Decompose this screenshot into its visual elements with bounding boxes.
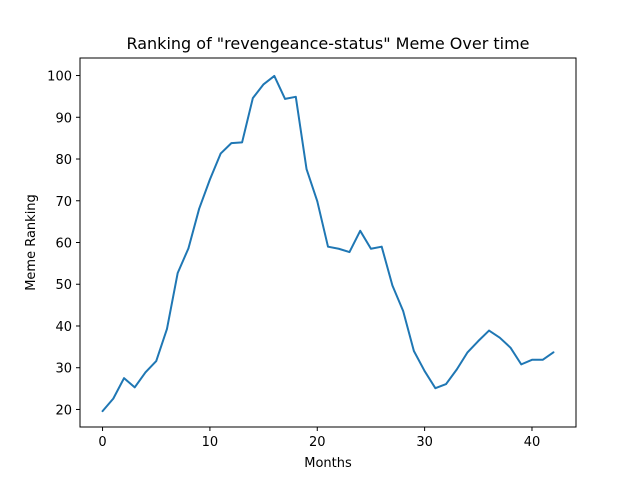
x-axis: 0 10 20 30 40	[98, 427, 540, 450]
data-point	[273, 75, 276, 77]
y-tick-label: 40	[55, 320, 72, 335]
data-point	[509, 346, 512, 349]
data-point	[541, 359, 544, 361]
data-point	[241, 141, 243, 144]
y-tick-label: 30	[55, 362, 72, 377]
data-point	[305, 168, 308, 170]
data-point	[391, 284, 394, 287]
y-tick-label: 100	[47, 70, 72, 85]
data-point	[413, 350, 415, 352]
x-axis-label: Months	[304, 456, 352, 471]
y-tick-label: 50	[55, 278, 72, 293]
data-point	[133, 386, 136, 389]
data-point	[187, 247, 190, 250]
data-point	[359, 230, 362, 232]
data-point	[112, 397, 115, 400]
data-point	[166, 328, 168, 330]
data-point	[316, 200, 319, 202]
plot-area	[101, 74, 555, 413]
data-point	[348, 251, 351, 253]
data-point	[520, 363, 523, 366]
data-point	[498, 336, 501, 339]
data-point	[434, 387, 437, 389]
data-point	[294, 96, 297, 98]
y-axis: 20 30 40 50 60 70 80 90 100	[47, 70, 80, 418]
series-line	[101, 74, 555, 413]
data-point	[370, 247, 372, 250]
data-point	[327, 245, 329, 248]
data-point	[144, 371, 147, 374]
data-point	[198, 207, 200, 210]
data-point	[262, 83, 265, 86]
data-point	[101, 410, 104, 412]
x-tick-label: 0	[98, 435, 106, 450]
y-tick-label: 90	[55, 111, 72, 126]
data-point	[209, 178, 211, 181]
x-tick-label: 10	[202, 435, 219, 450]
y-axis-label: Meme Ranking	[24, 194, 39, 291]
chart-title: Ranking of "revengeance-status" Meme Ove…	[126, 34, 529, 53]
data-point	[402, 310, 404, 312]
y-tick-label: 80	[55, 153, 72, 168]
data-point	[176, 272, 179, 274]
data-point	[284, 98, 286, 100]
data-point	[423, 370, 426, 372]
y-tick-label: 60	[55, 237, 72, 252]
data-point	[155, 360, 158, 362]
data-point	[337, 247, 340, 250]
x-tick-label: 20	[309, 435, 326, 450]
data-point	[531, 359, 533, 361]
data-point	[552, 351, 555, 354]
data-point	[123, 377, 125, 379]
data-point	[219, 152, 222, 155]
data-point	[445, 383, 447, 385]
x-tick-label: 40	[524, 435, 541, 450]
data-point	[488, 329, 490, 332]
y-tick-label: 70	[55, 195, 72, 210]
data-point	[456, 368, 458, 371]
data-point	[477, 340, 480, 342]
y-tick-label: 20	[55, 403, 72, 418]
x-tick-label: 30	[416, 435, 433, 450]
data-point	[252, 97, 254, 99]
data-point	[380, 245, 383, 248]
data-point	[466, 351, 469, 354]
data-point	[230, 142, 233, 144]
